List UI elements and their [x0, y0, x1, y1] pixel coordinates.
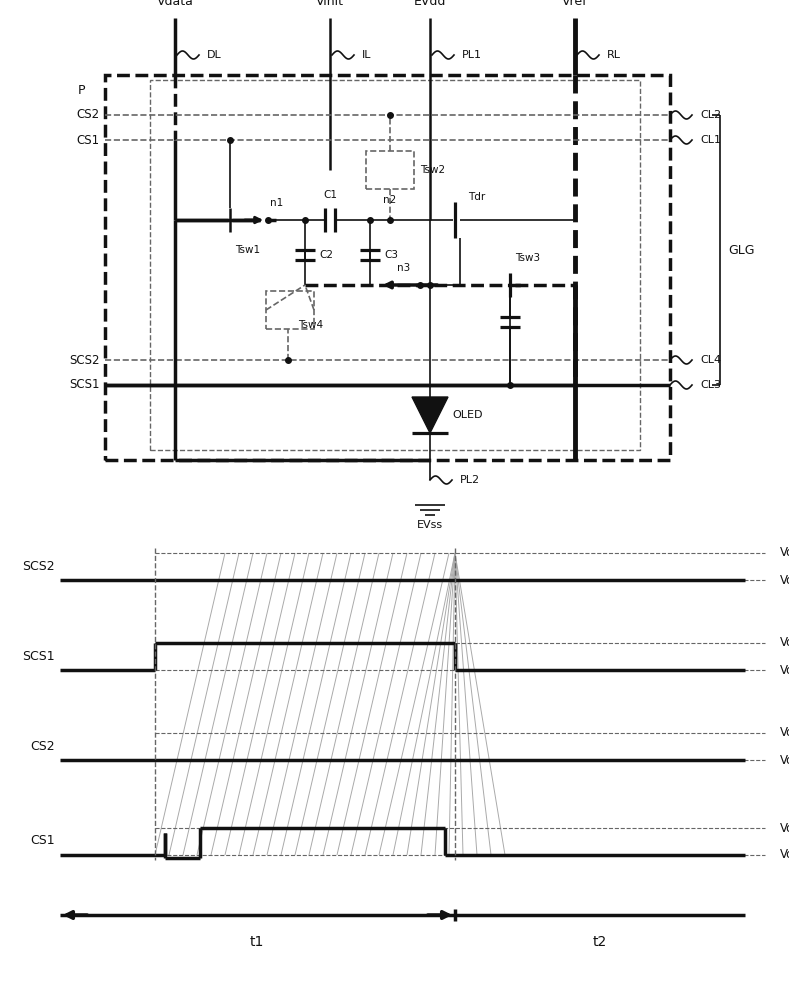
Text: CS2: CS2 [77, 108, 100, 121]
Text: CL2: CL2 [700, 110, 721, 120]
Text: SCS1: SCS1 [22, 650, 55, 662]
Text: Vinit: Vinit [316, 0, 344, 8]
Text: EVss: EVss [417, 520, 443, 530]
Polygon shape [412, 397, 448, 433]
Text: P: P [77, 84, 85, 97]
Text: SCS2: SCS2 [69, 354, 100, 366]
Bar [266, 291, 314, 329]
Text: SCS2: SCS2 [22, 560, 55, 572]
Bar [155, 553, 455, 855]
Text: OLED: OLED [452, 410, 483, 420]
Text: CS1: CS1 [77, 133, 100, 146]
Text: n3: n3 [397, 263, 410, 273]
Text: Tsw2: Tsw2 [420, 165, 445, 175]
Text: CL3: CL3 [700, 380, 721, 390]
Text: Vdata: Vdata [156, 0, 193, 8]
Text: Tsw4: Tsw4 [298, 320, 323, 330]
Text: Tdr: Tdr [468, 192, 485, 202]
Text: EVdd: EVdd [413, 0, 447, 8]
Text: CL4: CL4 [700, 355, 721, 365]
Bar [105, 75, 670, 460]
Text: Tsw3: Tsw3 [515, 253, 540, 263]
Text: C2: C2 [319, 250, 333, 260]
Text: CL1: CL1 [700, 135, 721, 145]
Text: CS2: CS2 [30, 740, 55, 752]
Text: DL: DL [207, 50, 222, 60]
Text: GLG: GLG [728, 243, 754, 256]
Text: IL: IL [362, 50, 372, 60]
Text: n2: n2 [383, 195, 397, 205]
Text: SCS1: SCS1 [69, 378, 100, 391]
Text: Von: Von [780, 546, 789, 560]
Text: RL: RL [607, 50, 621, 60]
Text: C3: C3 [384, 250, 398, 260]
Text: Tsw1: Tsw1 [235, 245, 260, 255]
Text: Voff: Voff [780, 754, 789, 766]
Bar [150, 80, 640, 450]
Text: Voff: Voff [780, 664, 789, 676]
Text: Voff: Voff [780, 574, 789, 586]
Text: C1: C1 [323, 190, 337, 200]
Text: CS1: CS1 [30, 834, 55, 848]
Text: t2: t2 [593, 935, 607, 949]
Text: Von: Von [780, 637, 789, 650]
Text: Von: Von [780, 822, 789, 834]
Text: Von: Von [780, 726, 789, 740]
Text: Voff: Voff [780, 848, 789, 861]
Text: n1: n1 [270, 198, 283, 208]
Text: Vref: Vref [563, 0, 588, 8]
Bar [366, 151, 414, 189]
Text: PL2: PL2 [460, 475, 481, 485]
Text: PL1: PL1 [462, 50, 482, 60]
Text: t1: t1 [250, 935, 264, 949]
